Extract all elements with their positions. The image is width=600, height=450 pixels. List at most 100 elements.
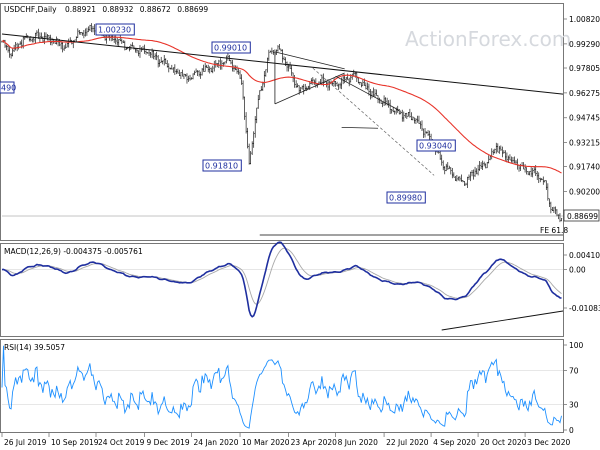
ohlc-bar: [462, 180, 464, 183]
ohlc-bar: [166, 60, 168, 68]
ohlc-bar: [498, 145, 501, 154]
rsi-tick-label: 30: [569, 401, 579, 410]
ohlc-bar: [233, 64, 235, 72]
ohlc-bar: [187, 75, 190, 82]
ohlc-bar: [501, 146, 504, 158]
axes-layer: 1.00820 0.99290 0.97805 0.96275 0.94745 0.932…: [1, 15, 600, 447]
ohlc-bar: [181, 69, 184, 77]
left-edge-label: 490: [1, 84, 16, 93]
ohlc-bar: [351, 73, 353, 80]
channel-pattern: [312, 67, 435, 176]
ohlc-bar: [328, 80, 331, 91]
ohlc-bar: [4, 39, 6, 48]
price-title: USDCHF,Daily: [4, 5, 57, 14]
ohlc-bar: [448, 165, 450, 170]
ohlc-bar: [533, 166, 535, 174]
ohlc-bar: [48, 34, 50, 41]
ohlc-bar: [539, 177, 541, 183]
ohlc-bar: [421, 120, 423, 131]
ohlc-bar: [202, 64, 205, 72]
ohlc-bar: [331, 82, 334, 86]
price-panel-frame: [0, 3, 564, 241]
ohlc-bar: [251, 141, 253, 155]
ohlc-bar: [547, 183, 549, 201]
ohlc-bar: [116, 37, 118, 46]
ohlc-bar: [254, 116, 256, 138]
rsi-layer: [1, 345, 563, 429]
ohlc-bar: [299, 87, 302, 93]
ohlc-bar: [557, 214, 560, 220]
ohlc-bar: [49, 34, 52, 46]
rsi-panel-frame: [0, 339, 564, 433]
ohlc-bar: [165, 58, 167, 65]
ohlc-bar: [178, 69, 181, 77]
ohlc-bar: [327, 79, 329, 91]
ohlc-bar: [266, 57, 269, 73]
ohlc-bar: [236, 65, 238, 74]
x-tick-label: 26 Jul 2019: [4, 438, 47, 447]
ohlc-bar: [201, 68, 203, 76]
ohlc-bar: [375, 89, 378, 96]
ohlc-bar: [242, 80, 244, 100]
ohlc-bar: [5, 44, 8, 51]
ohlc-bar: [407, 112, 410, 117]
ohlc-bar: [63, 45, 65, 51]
ohlc-bar: [257, 94, 259, 109]
ohlc-bar: [497, 143, 499, 153]
ohlc-bar: [337, 83, 340, 90]
ohlc-bar: [441, 154, 443, 166]
ohlc-bar: [172, 67, 175, 73]
ohlc-bar: [471, 170, 473, 177]
ohlc-bar: [189, 74, 191, 81]
ohlc-bar: [465, 182, 467, 186]
ohlc-bar: [24, 37, 26, 40]
ohlc-bar: [163, 55, 165, 66]
ohlc-bar: [548, 198, 551, 207]
ohlc-bar: [265, 69, 267, 77]
ohlc-bar: [155, 51, 158, 61]
ohlc-bar: [512, 156, 514, 164]
ohlc-bar: [42, 36, 44, 43]
x-tick-label: 8 Jun 2020: [338, 438, 379, 447]
ohlc-bar: [180, 72, 182, 80]
ohlc-bar: [474, 166, 476, 177]
ohlc-bar: [394, 110, 396, 115]
ohlc-bar: [86, 27, 88, 36]
ohlc-bar: [542, 176, 544, 185]
ohlc-close: 0.88699: [177, 5, 208, 14]
ohlc-bar: [365, 82, 367, 90]
ohlc-bar: [415, 118, 417, 125]
ohlc-bar: [122, 40, 124, 43]
ohlc-bar: [545, 180, 548, 191]
ohlc-bar: [541, 178, 543, 181]
ohlc-bar: [260, 86, 262, 92]
ohlc-bar: [175, 69, 178, 75]
ohlc-bar: [409, 108, 411, 118]
ohlc-bar: [450, 167, 452, 175]
ohlc-bar: [11, 48, 14, 57]
x-tick-label: 10 Sep 2019: [51, 438, 99, 447]
ohlc-bar: [472, 169, 475, 180]
ohlc-bar: [495, 142, 497, 154]
fe-label: FE 61.8: [540, 226, 568, 235]
ohlc-bar: [259, 90, 261, 100]
ohlc-bar: [536, 170, 538, 181]
ohlc-bar: [444, 166, 446, 175]
ohlc-bar: [506, 152, 508, 163]
ohlc-bar: [372, 87, 375, 97]
ohlc-bar: [492, 149, 494, 155]
ohlc-bar: [410, 112, 413, 121]
ohlc-bar: [281, 49, 284, 63]
ohlc-bar: [366, 82, 369, 91]
ohlc-bar: [186, 73, 188, 84]
x-tick-label: 10 Mar 2020: [242, 438, 290, 447]
price-tick-label: 0.97805: [569, 64, 600, 73]
ohlc-bar: [530, 167, 532, 177]
ohlc-bar: [196, 70, 199, 77]
ohlc-bar: [268, 49, 270, 62]
ohlc-bar: [390, 109, 393, 114]
ohlc-bar: [310, 78, 313, 85]
ohlc-bar: [83, 29, 85, 39]
ohlc-bar: [524, 164, 526, 173]
ohlc-bar: [360, 82, 363, 88]
